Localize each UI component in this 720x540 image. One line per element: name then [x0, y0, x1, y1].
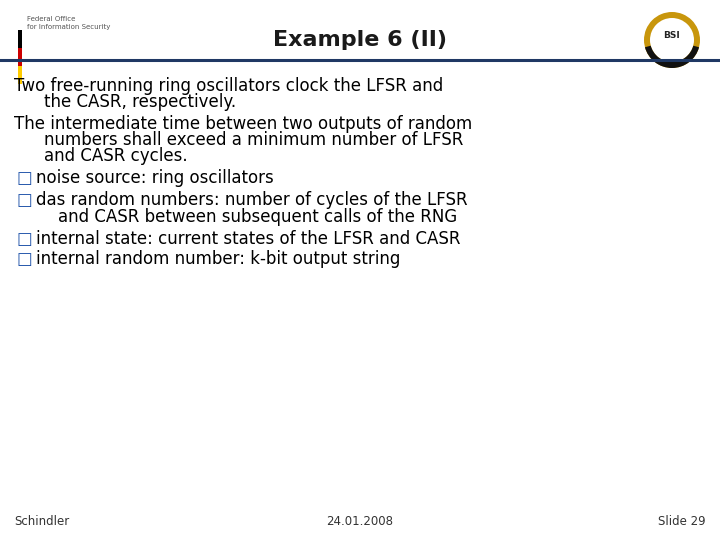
- Text: Federal Office
for Information Security: Federal Office for Information Security: [27, 16, 110, 30]
- Text: Schindler: Schindler: [14, 515, 69, 528]
- Bar: [18, 66, 22, 84]
- Text: □: □: [16, 170, 32, 187]
- Text: numbers shall exceed a minimum number of LFSR: numbers shall exceed a minimum number of…: [44, 131, 464, 149]
- Text: das random numbers: number of cycles of the LFSR: das random numbers: number of cycles of …: [36, 191, 467, 210]
- Text: and CASR between subsequent calls of the RNG: and CASR between subsequent calls of the…: [58, 208, 457, 226]
- Text: Slide 29: Slide 29: [658, 515, 706, 528]
- Text: BSI: BSI: [664, 31, 680, 40]
- Text: noise source: ring oscillators: noise source: ring oscillators: [36, 170, 274, 187]
- Text: Example 6 (II): Example 6 (II): [273, 30, 447, 50]
- Text: □: □: [16, 250, 32, 268]
- Text: 24.01.2008: 24.01.2008: [326, 515, 394, 528]
- Text: □: □: [16, 230, 32, 248]
- Text: Two free-running ring oscillators clock the LFSR and: Two free-running ring oscillators clock …: [14, 77, 444, 95]
- Text: The intermediate time between two outputs of random: The intermediate time between two output…: [14, 115, 472, 133]
- Text: internal state: current states of the LFSR and CASR: internal state: current states of the LF…: [36, 230, 461, 248]
- Bar: [18, 30, 22, 48]
- Bar: [18, 48, 22, 66]
- Wedge shape: [645, 46, 699, 68]
- Wedge shape: [644, 12, 700, 68]
- Text: the CASR, respectively.: the CASR, respectively.: [44, 93, 236, 111]
- Text: □: □: [16, 191, 32, 210]
- Text: and CASR cycles.: and CASR cycles.: [44, 147, 188, 165]
- Text: internal random number: k-bit output string: internal random number: k-bit output str…: [36, 250, 400, 268]
